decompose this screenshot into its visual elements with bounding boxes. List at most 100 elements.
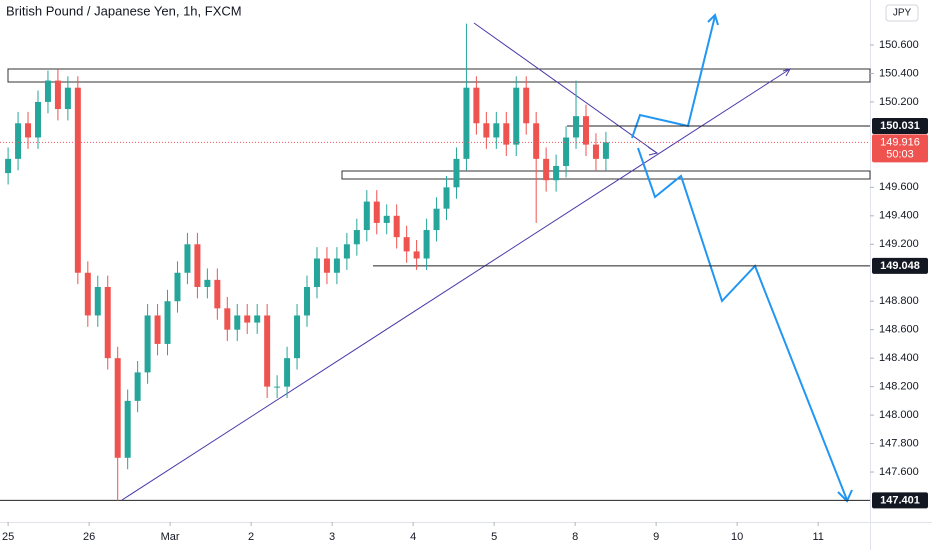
candle-body bbox=[523, 87, 530, 124]
candle-body bbox=[433, 208, 440, 231]
candle-body bbox=[313, 258, 320, 287]
candle-body bbox=[363, 201, 370, 231]
y-tick-label: 149.400 bbox=[879, 210, 919, 222]
candle-body bbox=[54, 80, 61, 110]
y-tick-label: 150.400 bbox=[879, 67, 919, 79]
x-tick-label: 10 bbox=[731, 531, 743, 543]
candle-body bbox=[453, 158, 460, 188]
candle-body bbox=[244, 315, 251, 323]
candle-body bbox=[184, 244, 191, 273]
candle-body bbox=[393, 215, 400, 238]
candle-body bbox=[343, 244, 350, 259]
candle-body bbox=[254, 315, 261, 323]
arrow-head bbox=[707, 13, 719, 26]
candle-body bbox=[34, 101, 41, 138]
y-tick-label: 148.200 bbox=[879, 381, 919, 393]
x-tick-label: 5 bbox=[491, 531, 497, 543]
arrow-head bbox=[837, 489, 853, 503]
x-tick-label: 26 bbox=[83, 531, 95, 543]
level-label-box bbox=[872, 117, 928, 134]
y-tick-label: 149.200 bbox=[879, 238, 919, 250]
candle-body bbox=[553, 165, 560, 181]
currency-box[interactable] bbox=[885, 4, 919, 22]
candle-body bbox=[5, 158, 12, 174]
resistance-zone bbox=[7, 68, 871, 83]
candle-body bbox=[294, 315, 301, 359]
x-tick-label: 2 bbox=[248, 531, 254, 543]
candle-body bbox=[403, 237, 410, 252]
candle-body bbox=[114, 358, 121, 458]
descending-trendline bbox=[473, 22, 658, 154]
support-zone bbox=[341, 170, 871, 180]
candle-body bbox=[264, 315, 271, 387]
candle-body bbox=[304, 286, 311, 316]
candle-body bbox=[104, 286, 111, 359]
candle-body bbox=[533, 123, 540, 159]
level-label: 149.048 bbox=[880, 260, 920, 272]
candle-body bbox=[563, 137, 570, 166]
x-tick-label: 4 bbox=[410, 531, 416, 543]
candle-body bbox=[234, 315, 241, 330]
y-tick-label: 150.200 bbox=[879, 96, 919, 108]
y-tick-label: 149.600 bbox=[879, 181, 919, 193]
candle-body bbox=[214, 279, 221, 309]
candle-body bbox=[64, 87, 71, 110]
last-price-label: 149.916 bbox=[880, 136, 920, 148]
countdown-label: 50:03 bbox=[886, 148, 914, 160]
candle-body bbox=[124, 400, 131, 458]
level-label: 147.401 bbox=[880, 494, 920, 506]
candle-body bbox=[493, 123, 500, 138]
candle-body bbox=[353, 230, 360, 245]
candle-body bbox=[164, 301, 171, 344]
candle-body bbox=[463, 87, 470, 159]
candle-body bbox=[134, 372, 141, 401]
candle-body bbox=[503, 123, 510, 145]
y-tick-label: 147.800 bbox=[879, 437, 919, 449]
candle-body bbox=[373, 201, 380, 223]
x-tick-label: 11 bbox=[812, 531, 823, 543]
candle-body bbox=[582, 116, 589, 145]
candle-body bbox=[423, 230, 430, 259]
candle-body bbox=[25, 123, 32, 138]
candle-body bbox=[383, 215, 390, 223]
y-tick-label: 148.600 bbox=[879, 324, 919, 336]
level-label: 150.031 bbox=[880, 120, 920, 132]
drawings bbox=[0, 13, 871, 503]
arrow-head bbox=[782, 68, 792, 77]
y-tick-label: 148.800 bbox=[879, 295, 919, 307]
candle-body bbox=[194, 244, 201, 287]
candle-body bbox=[323, 258, 330, 273]
candle-body bbox=[592, 144, 599, 159]
candle-body bbox=[284, 358, 291, 387]
currency-label[interactable]: JPY bbox=[893, 8, 912, 19]
candle-body bbox=[573, 116, 580, 138]
candle-body bbox=[44, 80, 51, 102]
candle-body bbox=[224, 308, 231, 330]
candle-body bbox=[274, 386, 281, 388]
candle-body bbox=[154, 315, 161, 344]
level-label-box bbox=[872, 492, 928, 509]
arrow-head bbox=[647, 146, 659, 156]
y-tick-label: 148.400 bbox=[879, 352, 919, 364]
candle-body bbox=[204, 279, 211, 287]
bearish-projection bbox=[637, 147, 848, 501]
chart-title: British Pound / Japanese Yen, 1h, FXCM bbox=[6, 3, 242, 18]
candle-body bbox=[333, 258, 340, 273]
candle-body bbox=[15, 123, 22, 159]
y-tick-label: 148.000 bbox=[879, 409, 919, 421]
candle-body bbox=[483, 123, 490, 138]
candle-body bbox=[413, 251, 420, 259]
candle-body bbox=[84, 272, 91, 316]
level-label-box bbox=[872, 257, 928, 274]
y-tick-label: 147.600 bbox=[879, 466, 919, 478]
last-price-box bbox=[872, 134, 928, 163]
x-tick-label: Mar bbox=[161, 531, 180, 543]
candle-body bbox=[174, 272, 181, 302]
candle-body bbox=[543, 158, 550, 181]
candle-body bbox=[74, 87, 81, 273]
candle-body bbox=[94, 286, 101, 316]
candle-body bbox=[473, 87, 480, 124]
bullish-projection bbox=[631, 15, 716, 139]
candle-body bbox=[602, 142, 609, 159]
